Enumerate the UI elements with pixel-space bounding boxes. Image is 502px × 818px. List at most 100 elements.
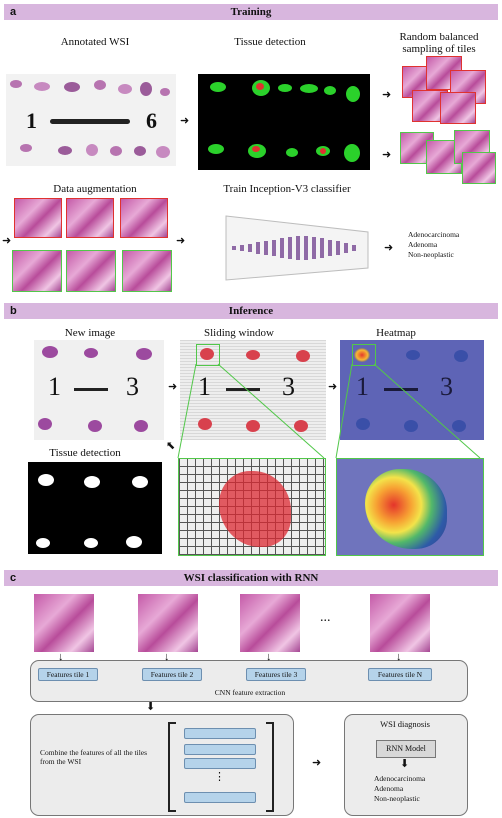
tissue-fragment [86, 144, 98, 156]
features-tile-box: Features tile 2 [142, 668, 202, 681]
slide-mark: 3 [282, 372, 295, 401]
tissue-fragment [84, 348, 98, 358]
mask-blob [84, 476, 100, 488]
arrow-down-icon: ↓ [58, 651, 64, 663]
arrow-right-icon: ➜ [168, 381, 178, 393]
tissue-fragment [38, 418, 52, 430]
histology-tile-3 [240, 594, 300, 652]
window-highlight [352, 344, 376, 366]
random-sampling-label: Random balanced sampling of tiles [399, 31, 479, 55]
class-label: Adenoma [408, 240, 438, 249]
tumor-tile [440, 92, 476, 124]
section-title: WSI classification with RNN [183, 572, 319, 584]
sliding-window-label: Sliding window [204, 327, 274, 339]
heatmap-fragment [356, 418, 370, 430]
arrow-right-icon: ➜ [382, 89, 392, 101]
cnn-feature-label: CNN feature extraction [214, 688, 286, 697]
tissue-fragment [294, 420, 308, 432]
section-title: Inference [228, 305, 274, 317]
slide-mark: 6 [146, 108, 157, 133]
mask-blob [38, 474, 54, 486]
data-augmentation-label: Data augmentation [53, 183, 137, 195]
tissue-fragment [58, 146, 72, 155]
tissue-fragment [110, 146, 122, 156]
tissue-fragment [88, 420, 102, 432]
section-c-header: c WSI classification with RNN [4, 570, 498, 586]
tissue-fragment [10, 80, 22, 88]
wsi-diagnosis-title: WSI diagnosis [380, 719, 430, 729]
heatmap-slide: 1 3 [340, 340, 484, 440]
arrow-right-icon: ➜ [180, 115, 190, 127]
feature-vector-box [184, 744, 256, 755]
arrow-right-icon: ➜ [328, 381, 338, 393]
inception-network-diagram [225, 215, 369, 281]
zoomed-heat-tissue [365, 469, 447, 549]
slide-mark: 3 [440, 372, 453, 401]
augmented-normal-tile [66, 250, 116, 292]
new-image-label: New image [64, 327, 116, 339]
cnn-feature-box [30, 660, 468, 702]
tissue-fragment [296, 350, 310, 362]
new-image-slide: 1 3 [34, 340, 164, 440]
heatmap-fragment [406, 350, 420, 360]
rnn-model-box: RNN Model [376, 740, 436, 758]
feature-vector-box [184, 758, 256, 769]
heatmap-fragment [354, 348, 370, 362]
diagnosis-class: Adenoma [374, 784, 404, 793]
arrow-right-icon: ➜ [384, 242, 394, 254]
tissue-fragment [246, 350, 260, 360]
annotated-wsi-image: 1 6 [6, 74, 176, 166]
arrow-right-icon: ➜ [312, 757, 322, 769]
tissue-fragment [42, 346, 58, 358]
features-tile-box: Features tile 3 [246, 668, 306, 681]
bracket-right [266, 722, 274, 812]
tissue-fragment [160, 88, 170, 96]
mask-annotation [320, 148, 326, 154]
features-tile-box: Features tile N [368, 668, 432, 681]
heatmap-fragment [452, 420, 466, 432]
mask-blob [286, 148, 298, 157]
tissue-fragment [134, 420, 148, 432]
tissue-fragment [20, 144, 32, 152]
tissue-fragment [246, 420, 260, 432]
tissue-fragment [136, 348, 152, 360]
diagnosis-class: Non-neoplastic [374, 794, 420, 803]
augmented-normal-tile [12, 250, 62, 292]
tissue-fragment [64, 82, 80, 92]
sliding-window-slide: 1 3 [180, 340, 326, 440]
arrow-left-icon: ⬉ [166, 440, 176, 452]
zoomed-tissue [219, 471, 291, 547]
arrow-down-icon: ↓ [396, 651, 402, 663]
heatmap-label: Heatmap [376, 327, 416, 339]
tissue-fragment [134, 146, 146, 156]
augmented-tumor-tile [120, 198, 168, 238]
slide-mark: 1 [198, 372, 211, 401]
arrow-down-icon: ↓ [266, 651, 272, 663]
mask-blob [278, 84, 292, 92]
mask-annotation [256, 83, 264, 90]
section-b-header: b Inference [4, 303, 498, 319]
class-label: Non-neoplastic [408, 250, 454, 259]
feature-vector-box [184, 728, 256, 739]
section-title: Training [230, 6, 272, 18]
slide-mark: 3 [126, 372, 139, 401]
augmented-tumor-tile [14, 198, 62, 238]
tissue-fragment [200, 348, 214, 360]
tissue-mask-image [28, 462, 162, 554]
class-label: Adenocarcinoma [408, 230, 460, 239]
mask-blob [126, 536, 142, 548]
wsi-diagnosis-box [344, 714, 468, 816]
augmented-tumor-tile [66, 198, 114, 238]
heatmap-zoom [336, 458, 484, 556]
heatmap-fragment [404, 420, 418, 432]
section-letter: b [10, 305, 17, 317]
slide-pen-line [74, 388, 108, 391]
mask-annotation [252, 146, 260, 152]
tiles-ellipsis: ... [320, 610, 331, 625]
arrow-right-icon: ➜ [2, 235, 12, 247]
combine-features-text: Combine the features of all the tiles fr… [40, 748, 148, 766]
section-letter: c [10, 572, 17, 584]
slide-pen-line [226, 388, 260, 391]
slide-mark: 1 [356, 372, 369, 401]
